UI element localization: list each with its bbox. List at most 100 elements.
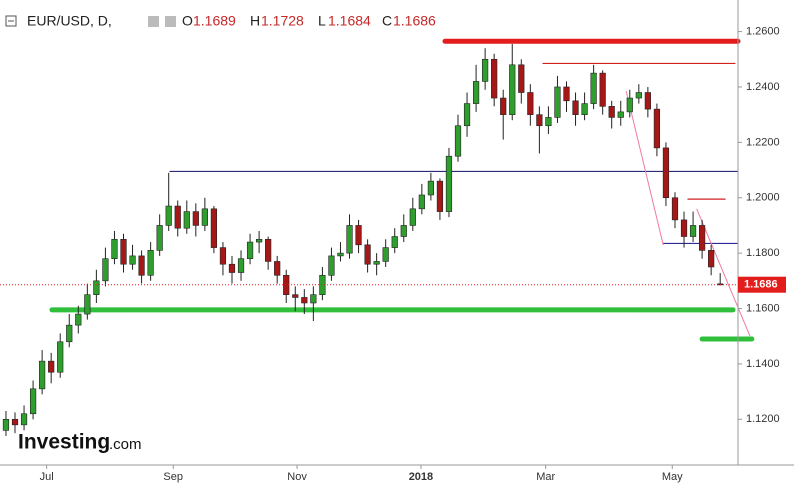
candle-body (174, 205, 181, 229)
x-tick-label: Nov (287, 471, 307, 483)
candle-body (20, 413, 28, 426)
candle-body (138, 255, 145, 276)
candle-body (436, 180, 444, 212)
candle-body (283, 274, 290, 295)
candle-body (599, 72, 606, 107)
candle-body (373, 261, 380, 265)
candle-body (228, 263, 236, 273)
x-tick-label: Sep (163, 471, 183, 483)
candle-body (626, 97, 633, 113)
candle-body (536, 114, 543, 127)
candle-body (48, 360, 55, 373)
candle-body (57, 341, 64, 373)
candle-body (689, 225, 697, 237)
ohlc-value: 1.1684 (328, 13, 371, 29)
candle-body (590, 72, 597, 104)
candle-body (256, 238, 263, 243)
candle-body (39, 360, 46, 390)
candle-body (147, 250, 154, 276)
candle-body (418, 194, 425, 210)
trend-line (625, 90, 664, 245)
y-tick-label: 1.1600 (746, 302, 780, 314)
candle-body (617, 111, 624, 118)
candle-body (29, 388, 37, 415)
candle-body (129, 255, 136, 265)
candle-body (491, 58, 498, 99)
candle-body (563, 86, 570, 102)
candle-body (527, 92, 534, 115)
y-tick-label: 1.2400 (746, 81, 780, 93)
candle-body (292, 294, 299, 298)
settings-icon[interactable] (165, 16, 176, 27)
ohlc-label: C (382, 13, 392, 29)
candle-body (192, 211, 199, 226)
candle-body (265, 238, 272, 262)
candle-body (355, 225, 362, 246)
candle-body (382, 247, 389, 262)
ohlc-value: 1.1689 (193, 13, 236, 29)
candle-body (708, 250, 715, 268)
candle-body (319, 274, 326, 295)
candle-body (66, 324, 73, 343)
x-tick-label: May (662, 471, 683, 483)
candle-body (111, 238, 118, 259)
x-tick-label: Mar (536, 471, 555, 483)
candle-body (310, 294, 317, 304)
symbol-title: EUR/USD, D, (27, 13, 112, 29)
candle-body (572, 100, 579, 115)
trend-line (696, 208, 751, 337)
y-tick-label: 1.1800 (746, 247, 780, 259)
price-tag (738, 276, 786, 293)
candle-body (219, 247, 227, 265)
candle-body (246, 241, 254, 259)
ohlc-value: 1.1728 (261, 13, 304, 29)
candle-body (680, 219, 688, 237)
candle-body (210, 208, 218, 248)
candle-body (608, 106, 615, 118)
candle-body (2, 419, 10, 431)
candle-body (391, 236, 398, 248)
candle-body (454, 125, 462, 157)
candle-body (93, 280, 100, 295)
candle-body (699, 225, 706, 251)
y-tick-label: 1.2200 (746, 136, 780, 148)
candle-body (635, 92, 642, 99)
candle-body (518, 64, 525, 93)
candle-body (671, 197, 679, 221)
candle-body (84, 294, 91, 315)
candle-body (165, 205, 172, 226)
candle-body (581, 103, 588, 115)
candle-body (346, 225, 353, 254)
watermark-domain: .com (109, 436, 142, 453)
ohlc-label: L (318, 13, 326, 29)
eye-icon[interactable] (148, 16, 159, 27)
candle-body (120, 238, 127, 265)
y-tick-label: 1.2600 (746, 25, 780, 37)
candle-body (301, 297, 308, 304)
watermark-brand: Investing (18, 431, 110, 454)
candle-body (482, 58, 489, 82)
candle-body (662, 147, 670, 199)
price-tag-label: 1.1686 (744, 279, 778, 291)
candle-body (75, 313, 82, 326)
ohlc-value: 1.1686 (393, 13, 436, 29)
y-tick-label: 1.1400 (746, 358, 780, 370)
collapse-icon[interactable] (5, 15, 17, 27)
candle-body (445, 155, 453, 212)
candle-body (237, 258, 245, 273)
x-tick-label: 2018 (409, 471, 433, 483)
candle-body (102, 258, 109, 282)
ohlc-label: O (182, 13, 193, 29)
candle-body (11, 419, 19, 426)
candle-body (472, 81, 480, 104)
ohlc-label: H (250, 13, 260, 29)
candle-body (156, 225, 163, 251)
candle-body (463, 103, 471, 127)
candle-body (509, 64, 516, 115)
candle-body (500, 97, 507, 115)
candle-body (409, 208, 416, 226)
candle-body (274, 261, 281, 276)
candle-body (364, 244, 371, 265)
candle-body (554, 86, 561, 118)
